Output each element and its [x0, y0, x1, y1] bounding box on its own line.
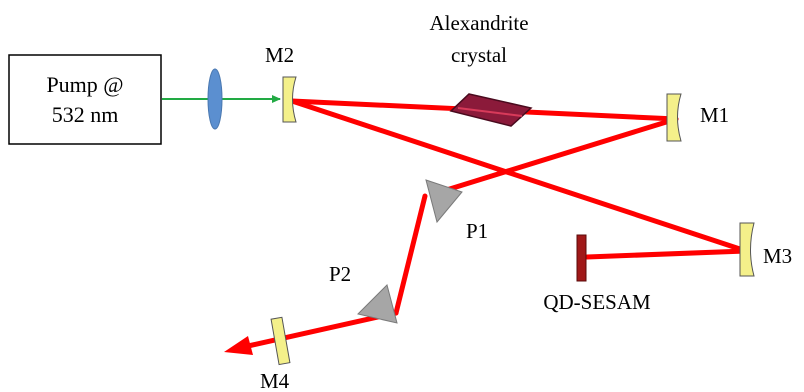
cavity-beams	[245, 98, 749, 349]
label-p2: P2	[329, 262, 351, 286]
label-m3: M3	[763, 244, 792, 268]
alexandrite-crystal	[449, 93, 533, 127]
beam-p1-p2	[393, 193, 428, 316]
pump-label-line1: Pump @	[46, 72, 123, 97]
label-m1: M1	[700, 103, 729, 127]
qd-sesam	[576, 234, 587, 282]
mirror-m3	[739, 222, 755, 277]
label-m2: M2	[265, 43, 294, 67]
label-crystal-line1: Alexandrite	[429, 11, 528, 35]
prism-p1	[425, 179, 463, 224]
beam-p2-m4	[245, 310, 399, 349]
beam-m2-m3	[289, 98, 749, 254]
focusing-lens	[207, 68, 223, 130]
output-arrow-head	[224, 336, 253, 355]
pump-source: Pump @ 532 nm	[8, 54, 162, 145]
mirror-m2	[282, 76, 297, 123]
mirror-m1	[666, 93, 682, 142]
label-crystal-line2: crystal	[451, 43, 507, 67]
mirror-m4	[270, 316, 291, 366]
pump-box	[8, 54, 162, 145]
label-qd-sesam: QD-SESAM	[543, 290, 651, 314]
pump-label-line2: 532 nm	[52, 102, 119, 127]
label-p1: P1	[466, 219, 488, 243]
beam-m1-p1	[437, 116, 679, 195]
beam-m3-sesam	[584, 248, 749, 260]
prism-p2	[357, 284, 398, 324]
label-m4: M4	[260, 369, 290, 392]
crystal-beam-highlight	[457, 107, 523, 117]
